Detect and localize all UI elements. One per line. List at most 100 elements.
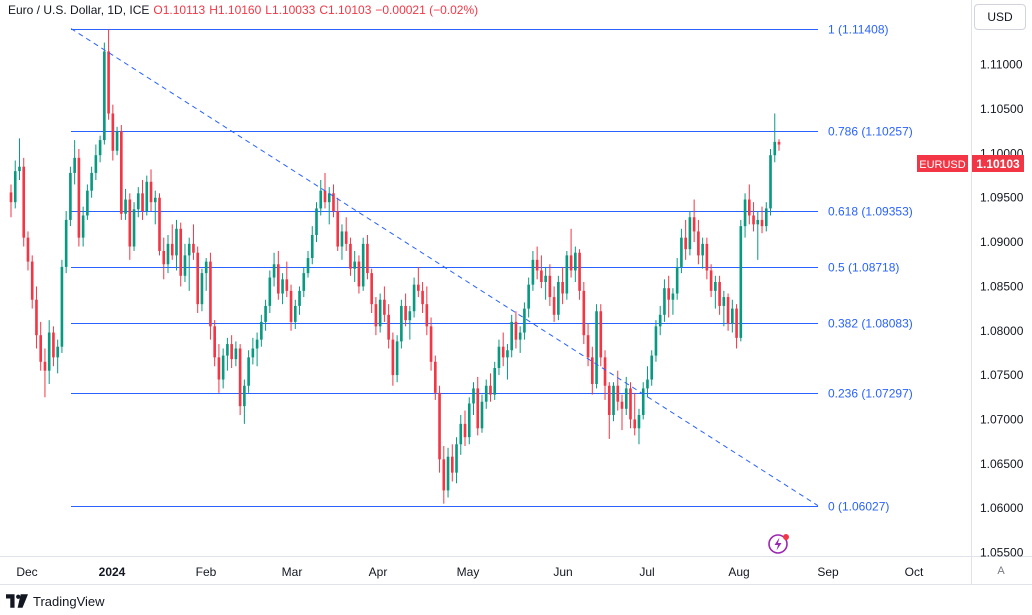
candle-body <box>332 193 335 212</box>
candle-body <box>442 459 446 491</box>
candle-body <box>221 355 225 380</box>
y-tick-label: 1.08500 <box>980 279 1024 293</box>
candle-body <box>18 166 21 172</box>
candle-body <box>13 171 17 203</box>
candle-body <box>234 348 238 360</box>
candle-body <box>646 379 649 389</box>
candle-body <box>586 335 590 358</box>
candle-body <box>429 326 433 362</box>
candle-body <box>247 357 250 386</box>
tradingview-logo[interactable]: TradingView <box>6 590 105 612</box>
open-value: O1.10113 <box>153 3 206 17</box>
candle-body <box>493 368 497 395</box>
x-tick-label: Aug <box>728 565 749 579</box>
candle-body <box>391 339 395 376</box>
candle-body <box>633 419 637 429</box>
candle-body <box>306 258 310 274</box>
candle-body <box>226 344 229 356</box>
candle-body <box>408 311 412 321</box>
candle-body <box>692 217 696 232</box>
candle-body <box>47 332 51 371</box>
candle-body <box>264 305 267 322</box>
x-tick-label: Mar <box>282 565 303 579</box>
candle-body <box>255 339 259 349</box>
lightning-icon[interactable] <box>768 534 789 554</box>
candle-body <box>599 311 603 358</box>
candle-body <box>714 281 717 291</box>
candle-body <box>132 209 136 247</box>
candle-body <box>243 385 246 407</box>
candle-body <box>357 261 361 287</box>
candle-body <box>336 211 340 247</box>
candle-body <box>404 305 407 321</box>
candle-body <box>769 155 772 209</box>
candle-body <box>120 131 123 214</box>
currency-button[interactable]: USD <box>974 4 1026 30</box>
candle-body <box>35 299 38 336</box>
candle-body <box>378 299 382 327</box>
candle-body <box>179 228 183 276</box>
candle-body <box>90 172 93 191</box>
candle-body <box>697 231 700 256</box>
time-axis[interactable]: Dec 2024 Feb Mar Apr May Jun Jul Aug Sep Oct <box>16 565 924 579</box>
price-axis[interactable]: 1.115001.110001.105001.100001.095001.090… <box>980 13 1024 559</box>
candle-body <box>514 321 518 340</box>
candle-body <box>629 388 632 420</box>
trend-line[interactable] <box>70 28 819 507</box>
candles <box>9 29 781 504</box>
candle-body <box>327 193 331 203</box>
candle-body <box>9 192 13 203</box>
candle-body <box>153 197 157 203</box>
candle-body <box>260 321 263 340</box>
candle-body <box>187 243 191 256</box>
candle-body <box>726 297 730 324</box>
candle-body <box>595 311 598 384</box>
candle-body <box>200 273 204 305</box>
candle-body <box>425 304 429 327</box>
y-tick-label: 1.08000 <box>980 324 1024 338</box>
candle-body <box>480 401 484 429</box>
candle-body <box>56 346 59 358</box>
change-value: −0.00021 (−0.02%) <box>375 3 479 17</box>
candle-body <box>650 355 654 380</box>
candle-body <box>476 388 480 429</box>
candle-body <box>658 314 662 327</box>
candle-body <box>64 219 68 267</box>
candle-body <box>94 155 98 173</box>
candle-body <box>213 326 216 358</box>
candle-body <box>81 215 85 238</box>
high-value: H1.10160 <box>209 3 262 17</box>
candle-body <box>69 172 72 220</box>
candle-body <box>565 255 569 294</box>
y-tick-label: 1.09500 <box>980 191 1024 205</box>
candle-body <box>506 350 509 358</box>
candle-body <box>175 228 178 256</box>
candle-body <box>607 385 611 416</box>
candle-body <box>540 270 543 282</box>
symbol-title[interactable]: Euro / U.S. Dollar, 1D, ICE <box>8 3 150 17</box>
candle-body <box>722 297 726 306</box>
candle-body <box>251 348 255 358</box>
candle-body <box>340 231 344 247</box>
auto-scale-button[interactable]: A <box>997 565 1005 577</box>
candle-body <box>705 243 709 271</box>
fib-retracement[interactable]: 1 (1.11408) 0.786 (1.10257) 0.618 (1.09353… <box>71 23 913 514</box>
x-tick-label: Apr <box>369 565 388 579</box>
candle-body <box>624 388 628 409</box>
candle-body <box>489 385 492 395</box>
fib-level-label: 0.5 (1.08718) <box>828 261 899 275</box>
candle-body <box>124 199 127 214</box>
current-price-tag: EURUSD 1.10103 <box>917 155 1024 172</box>
candle-body <box>544 275 547 282</box>
candle-body <box>39 335 43 362</box>
candle-body <box>472 388 475 404</box>
candle-body <box>718 281 721 306</box>
candle-body <box>523 308 526 333</box>
candle-body <box>450 456 454 473</box>
candle-body <box>370 273 373 305</box>
candle-body <box>400 305 403 342</box>
candle-body <box>366 243 369 274</box>
candle-body <box>637 415 641 429</box>
close-value: C1.10103 <box>319 3 372 17</box>
